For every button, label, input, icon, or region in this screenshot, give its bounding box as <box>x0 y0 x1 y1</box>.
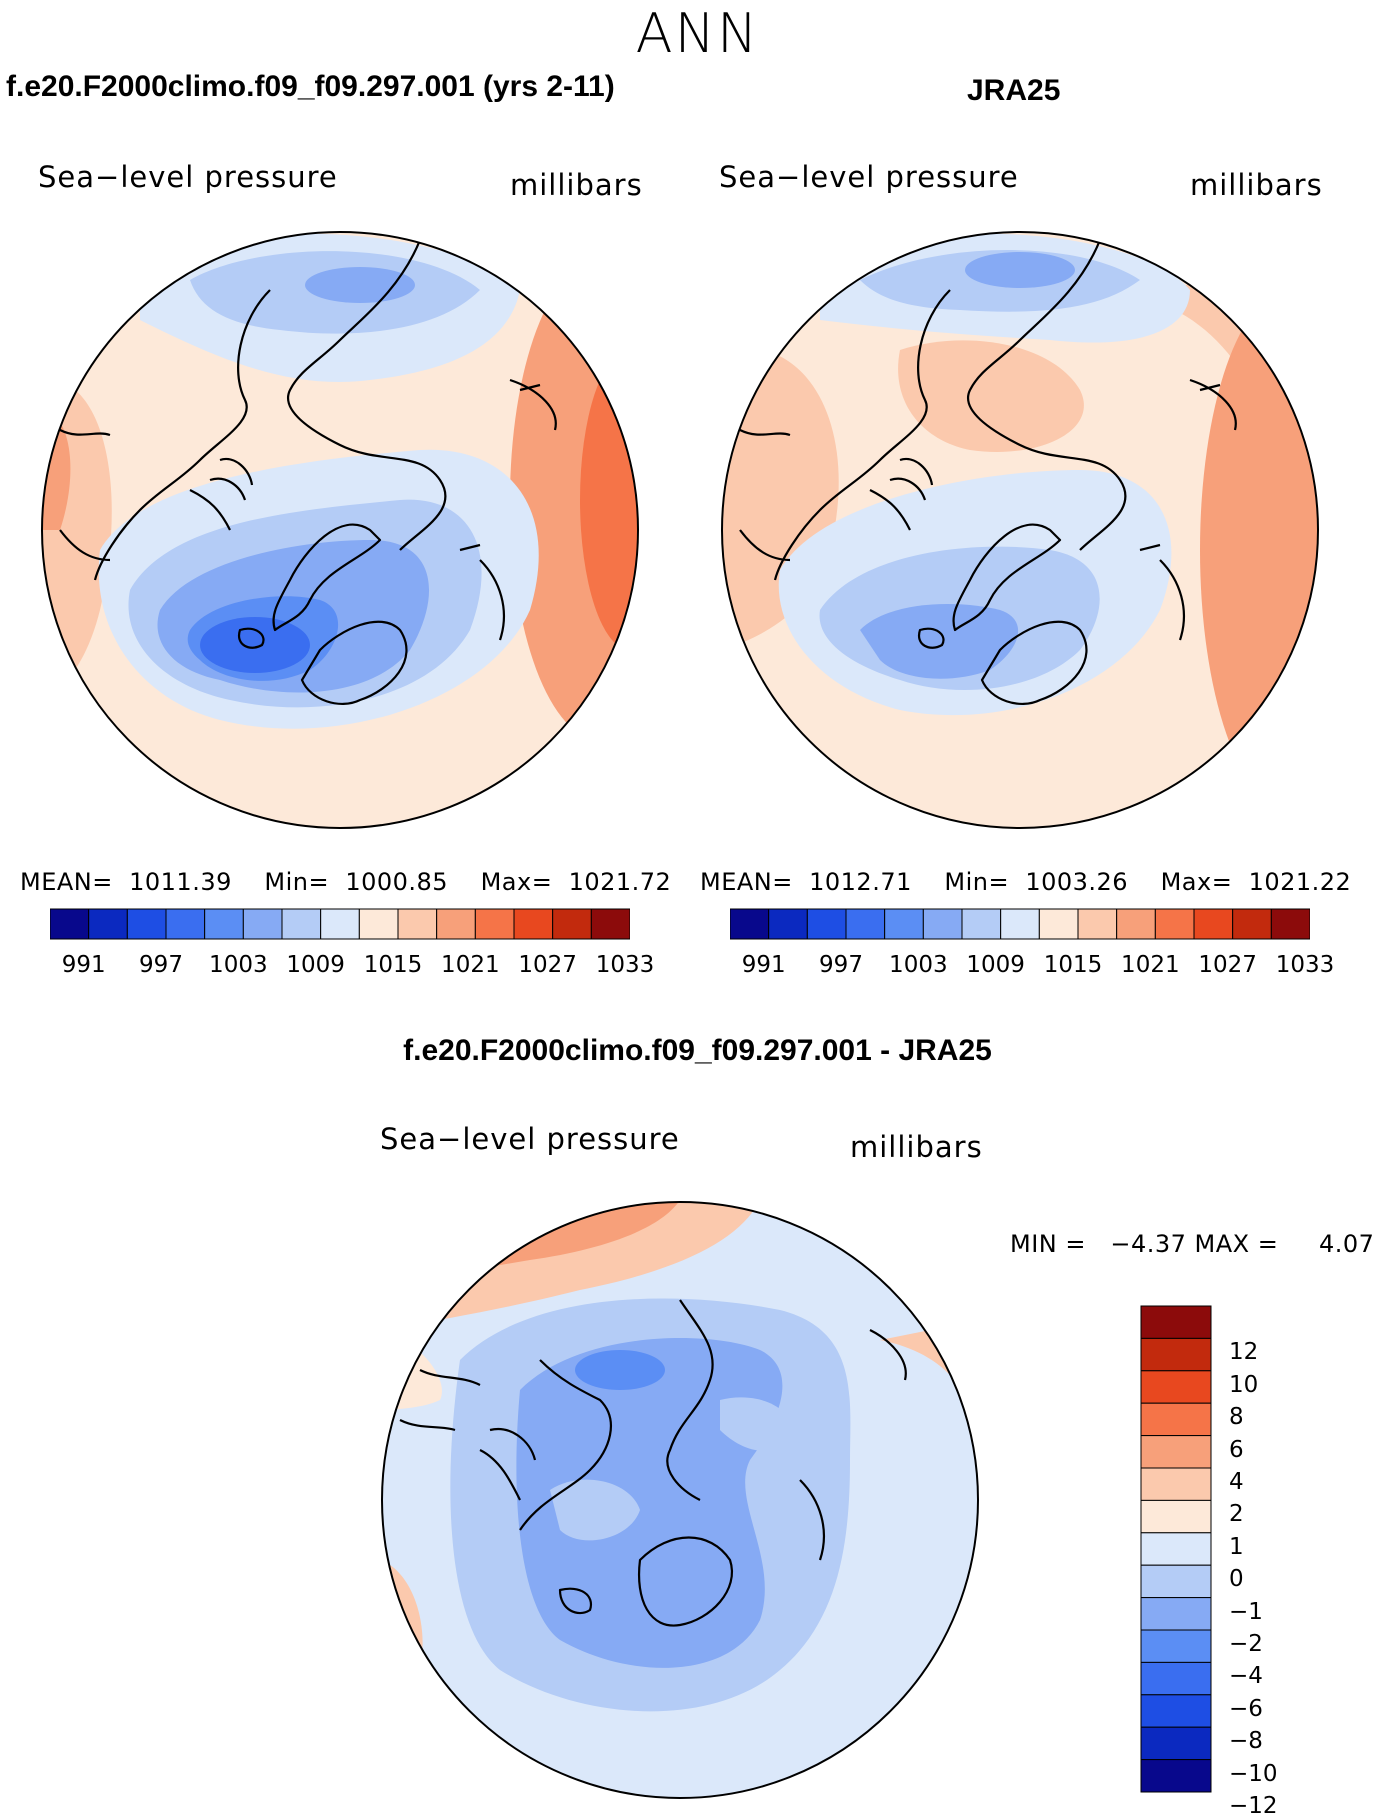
colorbar-panel1-swatch <box>590 908 630 940</box>
colorbar-difference-tick-labels: 12 10 8 6 4 2 1 0 −1 −2 −4 −6 −8 −10 −12 <box>1225 1305 1315 1819</box>
colorbar-panel1-swatch <box>126 908 167 940</box>
colorbar-difference-tick-label: 6 <box>1229 1436 1244 1463</box>
colorbar-panel1-swatch <box>165 908 206 940</box>
colorbar-panel1-tick-label: 1033 <box>595 952 655 978</box>
colorbar-panel1 <box>50 908 630 940</box>
colorbar-difference-swatch <box>1140 1435 1212 1469</box>
map-panel-model <box>41 231 639 829</box>
colorbar-panel2-swatch <box>1154 908 1195 940</box>
colorbar-difference-swatch <box>1140 1370 1212 1404</box>
colorbar-panel1-swatch <box>281 908 322 940</box>
colorbar-panel2-tick-label: 1015 <box>1043 952 1103 978</box>
colorbar-panel1-tick-label: 997 <box>139 952 183 978</box>
colorbar-panel2-swatch <box>1077 908 1118 940</box>
colorbar-difference-swatch <box>1140 1532 1212 1566</box>
colorbar-panel2-tick-label: 1003 <box>889 952 948 978</box>
colorbar-difference-tick-label: 2 <box>1229 1501 1244 1528</box>
panel2-variable-label: Sea−level pressure <box>719 160 1019 194</box>
colorbar-panel1-swatch <box>320 908 360 940</box>
colorbar-panel1-swatch <box>474 908 515 940</box>
colorbar-difference-swatch <box>1140 1337 1212 1372</box>
colorbar-panel1-swatch <box>358 908 399 940</box>
figure-title: ANN <box>635 2 760 65</box>
colorbar-panel2-swatch <box>1193 908 1234 940</box>
colorbar-panel1-tick-label: 1021 <box>441 952 500 978</box>
colorbar-panel1-swatch <box>204 908 244 940</box>
colorbar-difference-tick-label: −12 <box>1229 1793 1278 1819</box>
colorbar-difference-swatch <box>1140 1305 1212 1339</box>
colorbar-difference-tick-label: 4 <box>1229 1469 1244 1495</box>
colorbar-panel1-swatch <box>242 908 283 940</box>
colorbar-difference-tick-label: −6 <box>1229 1695 1263 1722</box>
colorbar-difference-swatch <box>1140 1759 1212 1793</box>
colorbar-panel2-tick-label: 1009 <box>966 952 1025 978</box>
map-panel-difference <box>381 1201 979 1799</box>
colorbar-panel1-tick-labels: 991 997 1003 1009 1015 1021 1027 1033 <box>50 948 655 978</box>
colorbar-panel1-tick-label: 991 <box>61 952 106 978</box>
colorbar-difference-tick-label: −1 <box>1229 1598 1263 1625</box>
colorbar-panel1-swatch <box>436 908 476 940</box>
colorbar-panel1-swatch <box>397 908 438 940</box>
colorbar-panel2-swatch <box>806 908 847 940</box>
colorbar-panel2-swatch <box>730 908 770 940</box>
colorbar-panel1-swatch <box>88 908 128 940</box>
colorbar-difference-swatch <box>1140 1499 1212 1534</box>
diff-variable-label: Sea−level pressure <box>380 1122 680 1156</box>
colorbar-panel2-swatch <box>961 908 1002 940</box>
panel1-units-label: millibars <box>510 168 643 202</box>
colorbar-panel2-tick-label: 1021 <box>1121 952 1180 978</box>
colorbar-panel2-tick-labels: 991 997 1003 1009 1015 1021 1027 1033 <box>730 948 1335 978</box>
colorbar-difference-swatch <box>1140 1661 1212 1696</box>
colorbar-difference-tick-label: 8 <box>1229 1404 1244 1431</box>
colorbar-difference-swatch <box>1140 1629 1212 1663</box>
panel1-variable-label: Sea−level pressure <box>38 160 338 194</box>
colorbar-panel2-tick-label: 1027 <box>1198 952 1257 978</box>
panel2-stats: MEAN= 1012.71 Min= 1003.26 Max= 1021.22 <box>700 868 1352 896</box>
colorbar-difference-tick-label: 1 <box>1229 1533 1244 1560</box>
colorbar-panel2-tick-label: 997 <box>819 952 863 978</box>
colorbar-difference-swatch <box>1140 1726 1212 1761</box>
colorbar-panel2-swatch <box>1116 908 1156 940</box>
colorbar-panel1-swatch <box>50 908 90 940</box>
colorbar-difference-tick-label: 10 <box>1229 1371 1259 1398</box>
colorbar-panel2-swatch <box>768 908 808 940</box>
colorbar-difference-tick-label: −10 <box>1229 1760 1278 1787</box>
colorbar-difference-swatch <box>1140 1402 1212 1437</box>
colorbar-panel2-tick-label: 991 <box>741 952 786 978</box>
colorbar-panel1-tick-label: 1027 <box>518 952 577 978</box>
colorbar-panel2-tick-label: 1033 <box>1275 952 1335 978</box>
colorbar-difference-tick-label: −4 <box>1229 1663 1263 1690</box>
difference-title: f.e20.F2000climo.f09_f09.297.001 - JRA25 <box>403 1034 992 1067</box>
panel1-stats: MEAN= 1011.39 Min= 1000.85 Max= 1021.72 <box>20 868 672 896</box>
colorbar-panel1-swatch <box>552 908 592 940</box>
colorbar-panel2 <box>730 908 1310 940</box>
colorbar-difference-tick-label: 12 <box>1229 1339 1259 1366</box>
colorbar-difference-tick-label: −8 <box>1229 1728 1263 1755</box>
colorbar-difference-swatch <box>1140 1597 1212 1631</box>
colorbar-difference <box>1140 1305 1212 1793</box>
colorbar-difference-swatch <box>1140 1467 1212 1501</box>
map-panel-jra25 <box>721 231 1319 829</box>
diff-stats: MIN = −4.37 MAX = 4.07 <box>1010 1230 1375 1258</box>
panel1-title: f.e20.F2000climo.f09_f09.297.001 (yrs 2-… <box>6 70 615 103</box>
colorbar-difference-swatch <box>1140 1564 1212 1599</box>
panel2-units-label: millibars <box>1190 168 1323 202</box>
colorbar-panel1-tick-label: 1015 <box>363 952 423 978</box>
colorbar-panel2-swatch <box>1270 908 1310 940</box>
colorbar-panel2-swatch <box>1038 908 1079 940</box>
colorbar-panel2-swatch <box>845 908 886 940</box>
colorbar-panel2-swatch <box>1232 908 1272 940</box>
colorbar-panel2-swatch <box>1000 908 1040 940</box>
colorbar-difference-tick-label: 0 <box>1229 1566 1244 1593</box>
colorbar-panel2-swatch <box>884 908 924 940</box>
colorbar-panel2-swatch <box>922 908 963 940</box>
colorbar-panel1-tick-label: 1003 <box>209 952 268 978</box>
colorbar-difference-tick-label: −2 <box>1229 1631 1263 1657</box>
panel2-title: JRA25 <box>967 74 1061 107</box>
colorbar-panel1-tick-label: 1009 <box>286 952 345 978</box>
colorbar-panel1-swatch <box>513 908 554 940</box>
diff-units-label: millibars <box>850 1130 983 1164</box>
colorbar-difference-swatch <box>1140 1694 1212 1728</box>
